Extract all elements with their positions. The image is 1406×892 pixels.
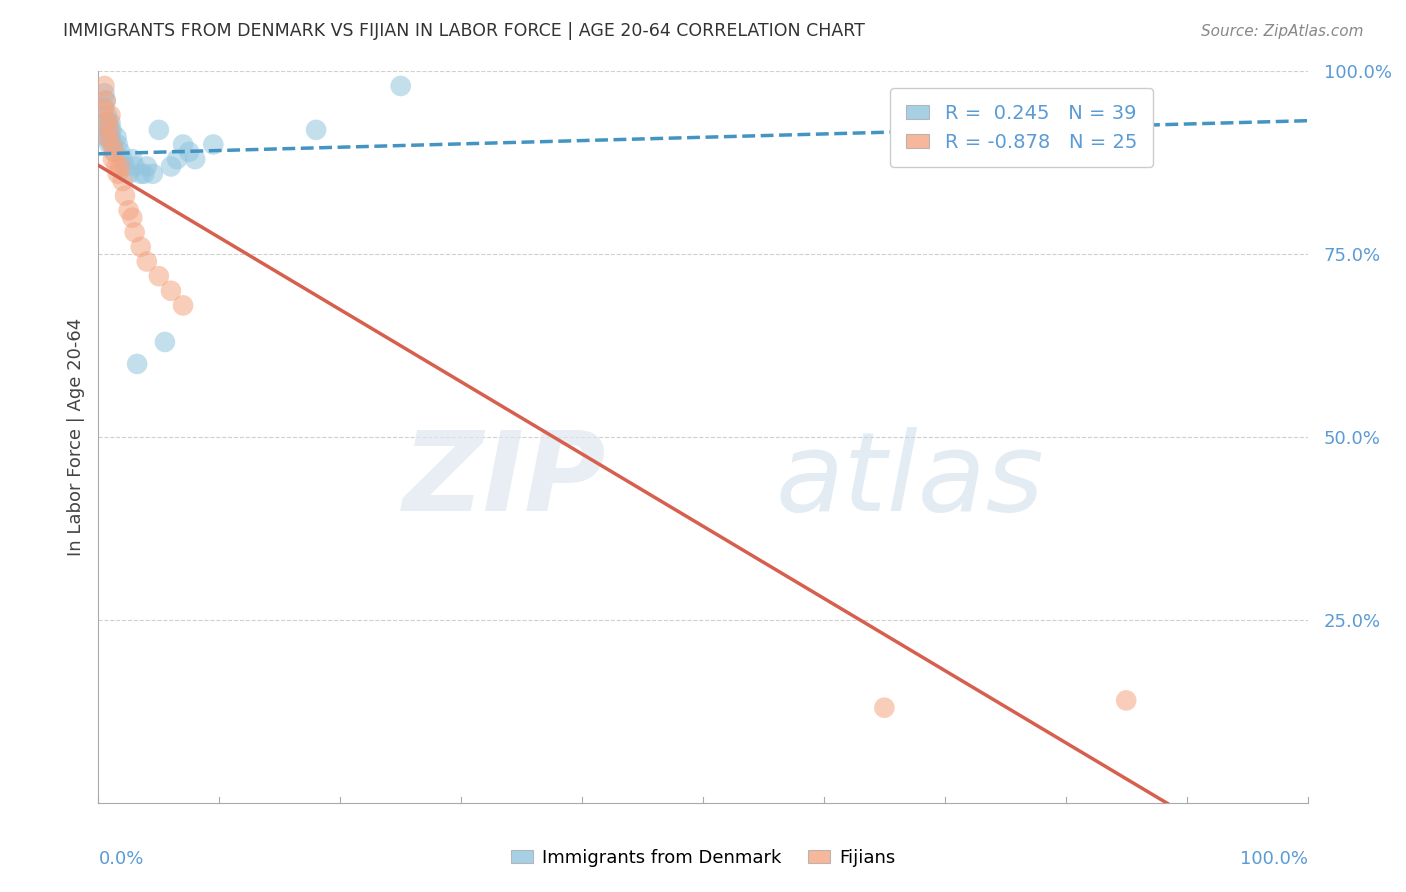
Point xyxy=(96,115,118,129)
Text: Source: ZipAtlas.com: Source: ZipAtlas.com xyxy=(1201,24,1364,38)
Point xyxy=(97,130,120,145)
Point xyxy=(118,167,141,181)
Point xyxy=(129,240,152,254)
Point xyxy=(100,115,122,129)
Point xyxy=(97,115,120,129)
Point xyxy=(94,130,117,145)
Point xyxy=(100,130,122,145)
Point xyxy=(124,225,146,239)
Point xyxy=(160,160,183,174)
Text: 100.0%: 100.0% xyxy=(1240,850,1308,868)
Point xyxy=(124,160,146,174)
Point xyxy=(94,94,117,108)
Point xyxy=(114,160,136,174)
Point xyxy=(111,152,134,166)
Point xyxy=(142,167,165,181)
Point xyxy=(127,357,149,371)
Point xyxy=(105,160,128,174)
Point xyxy=(100,137,122,152)
Point xyxy=(96,123,118,137)
Point xyxy=(91,101,114,115)
Point xyxy=(98,137,121,152)
Point xyxy=(135,160,157,174)
Legend: R =  0.245   N = 39, R = -0.878   N = 25: R = 0.245 N = 39, R = -0.878 N = 25 xyxy=(890,88,1153,167)
Point xyxy=(103,145,125,159)
Text: IMMIGRANTS FROM DENMARK VS FIJIAN IN LABOR FORCE | AGE 20-64 CORRELATION CHART: IMMIGRANTS FROM DENMARK VS FIJIAN IN LAB… xyxy=(63,22,865,40)
Point xyxy=(172,298,194,312)
Point xyxy=(94,94,117,108)
Point xyxy=(97,130,120,145)
Point xyxy=(153,334,176,349)
Point xyxy=(160,284,183,298)
Point xyxy=(93,78,115,93)
Point xyxy=(148,123,170,137)
Point xyxy=(107,167,129,181)
Point xyxy=(98,123,121,137)
Point xyxy=(148,269,170,284)
Point xyxy=(101,152,124,166)
Point xyxy=(121,211,143,225)
Point xyxy=(93,101,115,115)
Y-axis label: In Labor Force | Age 20-64: In Labor Force | Age 20-64 xyxy=(66,318,84,557)
Point xyxy=(107,137,129,152)
Point xyxy=(305,123,328,137)
Point xyxy=(172,137,194,152)
Point xyxy=(389,78,412,93)
Point xyxy=(121,152,143,166)
Point xyxy=(134,167,156,181)
Point xyxy=(166,152,188,166)
Point xyxy=(114,188,136,202)
Legend: Immigrants from Denmark, Fijians: Immigrants from Denmark, Fijians xyxy=(503,842,903,874)
Point xyxy=(129,167,152,181)
Point xyxy=(103,145,125,159)
Point xyxy=(105,130,128,145)
Point xyxy=(101,137,124,152)
Point xyxy=(96,108,118,122)
Point xyxy=(1115,693,1137,707)
Point xyxy=(111,174,134,188)
Point xyxy=(94,115,117,129)
Point xyxy=(184,152,207,166)
Point xyxy=(873,700,896,714)
Text: atlas: atlas xyxy=(776,427,1045,534)
Point xyxy=(100,108,122,122)
Point xyxy=(108,160,131,174)
Point xyxy=(108,145,131,159)
Point xyxy=(135,254,157,268)
Point xyxy=(100,123,122,137)
Point xyxy=(179,145,201,159)
Point xyxy=(118,203,141,218)
Point xyxy=(202,137,225,152)
Point xyxy=(93,87,115,101)
Text: 0.0%: 0.0% xyxy=(98,850,143,868)
Text: ZIP: ZIP xyxy=(402,427,606,534)
Point xyxy=(98,123,121,137)
